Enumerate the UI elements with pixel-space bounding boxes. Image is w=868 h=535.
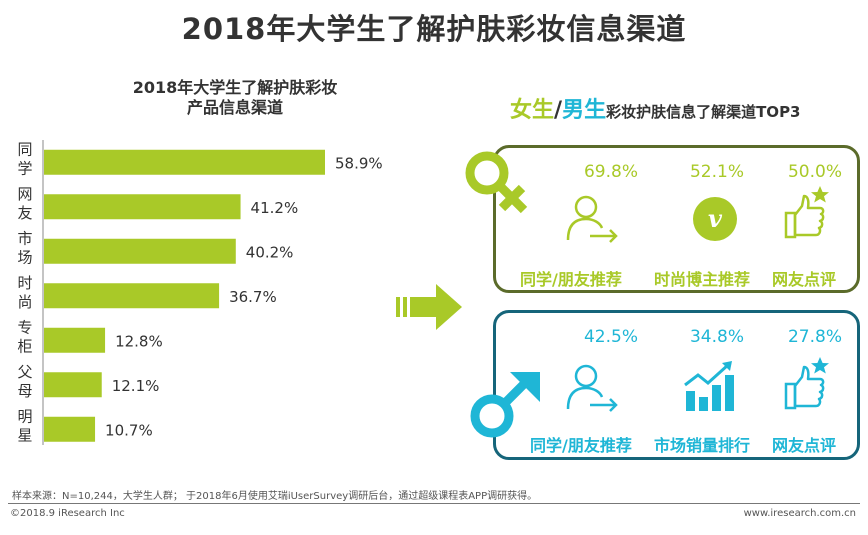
category-label-5-2: 柜 [17, 337, 32, 355]
female-pct-1: 69.8% [583, 162, 638, 182]
vimeo-icon: v [693, 197, 737, 241]
top3-heading: 女生/男生彩妆护肤信息了解渠道TOP3 [510, 92, 801, 124]
heading-female: 女生 [510, 98, 555, 123]
category-label-6-1: 父 [17, 363, 32, 381]
bar-trend-icon [684, 361, 734, 411]
category-label-4-1: 时 [17, 274, 32, 292]
male-item-3: 27.8% [760, 327, 868, 347]
value-label-1: 58.9% [335, 154, 383, 172]
thumbs-up-star-icon [784, 357, 829, 410]
svg-text:v: v [708, 204, 723, 233]
heading-male: 男生 [562, 98, 607, 123]
male-symbol-icon [470, 372, 540, 438]
male-pct-2: 34.8% [689, 327, 744, 347]
person-arrow-icon [566, 195, 618, 243]
category-label-3-1: 市 [17, 229, 32, 247]
right-arrow-icon [396, 284, 462, 330]
male-item-2: 34.8% [662, 327, 772, 347]
category-label-3-2: 场 [17, 248, 32, 266]
category-label-2-1: 网 [17, 185, 32, 203]
bar-4 [44, 283, 220, 309]
category-label-5-1: 专 [17, 318, 32, 336]
category-label-1-2: 学 [17, 159, 32, 177]
site-url: www.iresearch.com.cn [743, 508, 856, 519]
female-item-3: 50.0% [760, 162, 868, 182]
category-label-2-2: 友 [17, 204, 32, 222]
female-item-1: 69.8% [556, 162, 666, 182]
heading-rest: 彩妆护肤信息了解渠道TOP3 [606, 103, 801, 121]
bar-7 [44, 416, 96, 442]
category-label-7-1: 明 [17, 407, 32, 425]
heading-slash: / [554, 98, 563, 123]
category-label-6-2: 母 [17, 382, 32, 400]
bar-6 [44, 372, 102, 398]
bar-5 [44, 327, 106, 353]
bar-2 [44, 194, 241, 220]
category-label-4-2: 尚 [17, 293, 32, 311]
value-label-6: 12.1% [112, 377, 160, 395]
value-label-4: 36.7% [229, 288, 277, 306]
footer-note: 样本来源：N=10,244，大学生人群； 于2018年6月使用艾瑞iUserSu… [12, 491, 538, 502]
male-label-1: 同学/朋友推荐 [530, 436, 632, 455]
female-item-2: 52.1% [662, 162, 772, 182]
male-label-2: 市场销量排行 [654, 436, 751, 455]
bar-3 [44, 238, 236, 264]
male-pct-3: 27.8% [787, 327, 842, 347]
value-label-2: 41.2% [251, 199, 299, 217]
category-label-1-1: 同 [17, 140, 32, 158]
value-label-5: 12.8% [115, 332, 163, 350]
female-symbol-icon [465, 151, 528, 214]
chart-title: 2018年大学生了解护肤彩妆 产品信息渠道 [100, 78, 370, 118]
footer-divider [8, 503, 860, 504]
page-title: 2018年大学生了解护肤彩妆信息渠道 [181, 12, 687, 46]
copyright: ©2018.9 iResearch Inc [10, 508, 125, 519]
male-label-3: 网友点评 [772, 436, 837, 455]
bar-1 [44, 149, 325, 175]
channel-bar-chart: 同学 58.9% 网友 41.2% 市场 40.2% 时尚 36.7% 专柜 12.8% 父母 12.… [17, 140, 383, 445]
female-label-3: 网友点评 [772, 270, 837, 289]
value-label-3: 40.2% [246, 243, 294, 261]
chart-title-line-1: 2018年大学生了解护肤彩妆 [132, 78, 338, 97]
female-pct-2: 52.1% [689, 162, 744, 182]
female-label-1: 同学/朋友推荐 [520, 270, 622, 289]
thumbs-up-star-icon [784, 186, 829, 239]
female-label-2: 时尚博主推荐 [654, 270, 751, 289]
male-item-1: 42.5% [556, 327, 666, 347]
chart-title-line-2: 产品信息渠道 [186, 98, 283, 117]
male-panel: 42.5% 34.8% 27.8% 同学/朋友推荐 市场销量排行 网友点评 [493, 310, 860, 460]
female-pct-3: 50.0% [787, 162, 842, 182]
category-label-7-2: 星 [17, 426, 32, 444]
person-arrow-icon [566, 364, 618, 412]
female-panel: 69.8% 52.1% 50.0% v 同学/朋友推荐 时尚博主推荐 网友点评 [493, 145, 860, 293]
value-label-7: 10.7% [105, 421, 153, 439]
male-pct-1: 42.5% [583, 327, 638, 347]
